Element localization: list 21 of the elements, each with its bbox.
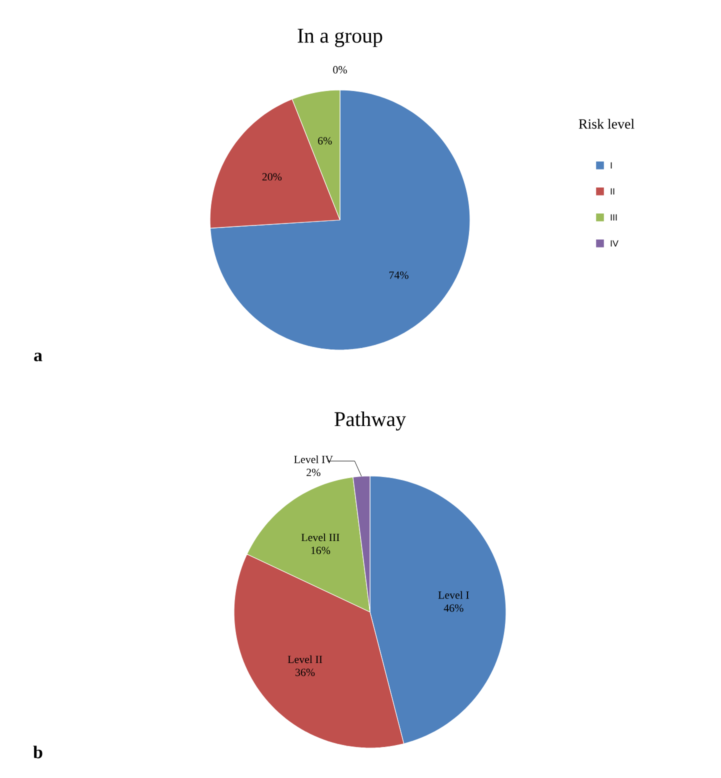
text: b xyxy=(33,746,42,758)
data-label: 16% xyxy=(311,546,330,554)
data-label: 2% xyxy=(306,468,320,476)
legend-label: II xyxy=(610,188,614,194)
chart-title: Pathway xyxy=(334,411,406,431)
data-label: 46% xyxy=(444,604,464,612)
slice-label: Level III xyxy=(301,533,340,542)
legend-label: III xyxy=(610,214,617,220)
data-label: 6% xyxy=(318,137,332,145)
legend-label: IV xyxy=(610,240,618,246)
text: 0% xyxy=(333,66,347,74)
slice-label: Level IV xyxy=(294,455,333,464)
legend-label: I xyxy=(610,162,612,168)
text: a xyxy=(34,352,42,362)
data-label: 36% xyxy=(296,668,315,676)
chart-title: In a group xyxy=(298,28,382,48)
slice-label: Level I xyxy=(438,591,469,599)
slice-label: Level II xyxy=(288,655,322,664)
data-label: 20% xyxy=(262,173,282,181)
data-label: 74% xyxy=(389,271,408,279)
legend-title: Risk level xyxy=(578,118,634,129)
